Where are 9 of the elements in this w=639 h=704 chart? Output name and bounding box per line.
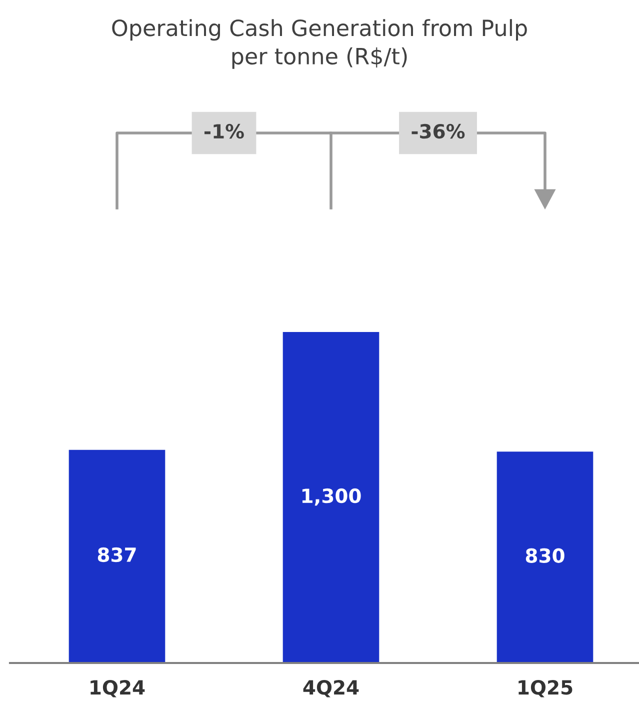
data-label: 830 [526,548,564,563]
text: -1% [204,124,244,139]
text: -36% [412,124,465,139]
x-tick-label: 1Q24 [90,680,145,698]
chart-title: Operating Cash Generation from Pulp per tonne (R$/t) [112,19,527,69]
x-tick-label: 4Q24 [303,680,359,698]
x-tick-label: 1Q25 [518,680,572,698]
data-label: 837 [98,547,136,562]
data-label: 1,300 [302,488,361,506]
